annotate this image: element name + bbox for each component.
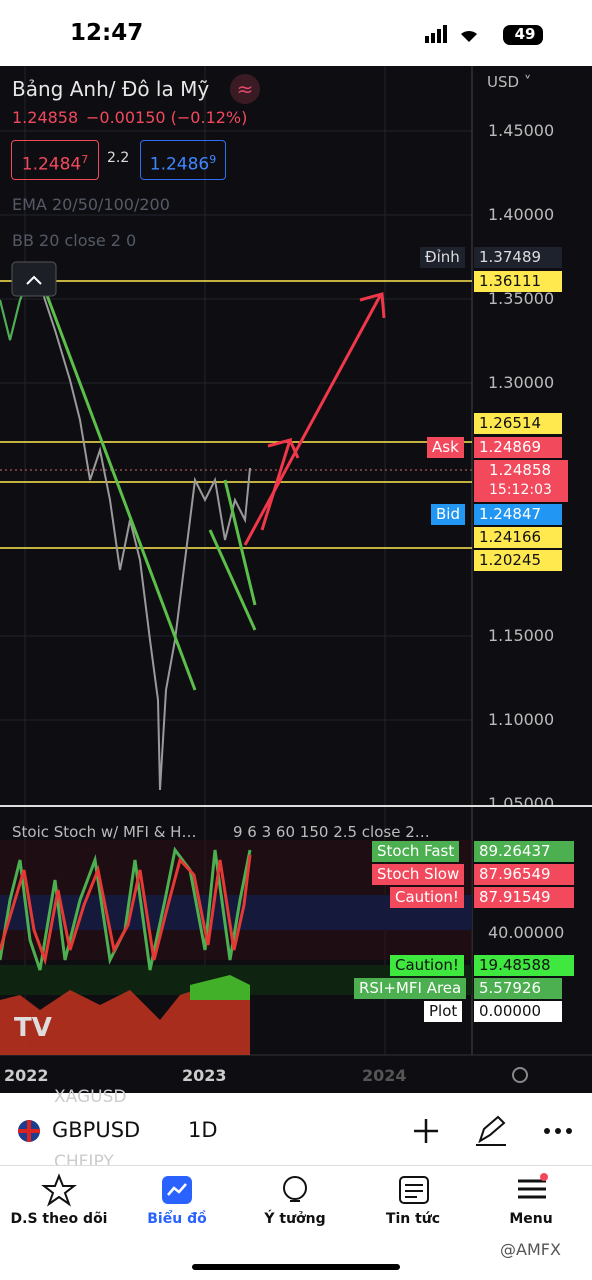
oscillator-title: Stoic Stoch w/ MFI & H…	[12, 823, 197, 841]
price-tick: 1.05000	[488, 794, 555, 805]
buy-price: 1.2486	[149, 154, 210, 175]
more-button[interactable]	[544, 1128, 572, 1134]
divider	[0, 1165, 592, 1166]
tab-watchlist[interactable]: D.S theo dõi	[10, 1211, 108, 1227]
sell-pip: 7	[81, 153, 89, 166]
tab-news[interactable]: Tin tức	[385, 1211, 441, 1227]
price-label: 1.24847	[474, 504, 562, 525]
toolbar-icons	[414, 1115, 572, 1146]
tab-icons	[41, 1173, 548, 1207]
series-name: Caution!	[390, 955, 464, 976]
price-tick: 1.35000	[488, 289, 555, 308]
status-icons	[425, 25, 543, 45]
label-tag: Bid	[431, 504, 465, 525]
series-name: Plot	[424, 1001, 463, 1022]
time-tick: 2024	[362, 1066, 407, 1085]
currency-dropdown[interactable]: USD ˅	[487, 73, 532, 91]
current-price: 1.24858 15:12:03	[474, 460, 568, 502]
indicator-ema[interactable]: EMA 20/50/100/200	[12, 195, 170, 214]
currency: USD	[487, 73, 520, 91]
countdown: 15:12:03	[489, 482, 552, 498]
tab-ideas[interactable]: Ý tưởng	[264, 1211, 326, 1227]
series-name: Stoch Fast	[372, 841, 460, 862]
series-value: 87.91549	[474, 887, 574, 908]
price-tick: 1.40000	[488, 205, 555, 224]
buy-pip: 9	[209, 153, 217, 166]
oscillator-params: 9 6 3 60 150 2.5 close 2…	[233, 823, 430, 841]
label-tag: Ask	[427, 437, 464, 458]
time-tick: 2022	[4, 1066, 49, 1085]
tv-logo: TV	[14, 1013, 52, 1043]
series-value: 89.26437	[474, 841, 574, 862]
series-name: Stoch Slow	[372, 864, 465, 885]
price-label: 1.24858	[489, 461, 552, 479]
buy-button[interactable]: 1.24869	[140, 140, 226, 180]
tab-chart[interactable]: Biểu đồ	[147, 1211, 207, 1227]
series-value: 19.48588	[474, 955, 574, 976]
flag-icon	[18, 1120, 40, 1142]
price-tick: 1.30000	[488, 373, 555, 392]
time-tick: 2023	[182, 1066, 227, 1085]
label-tag: Đỉnh	[420, 247, 465, 268]
price-label: 1.37489	[474, 247, 562, 268]
series-value: 5.57926	[474, 978, 562, 999]
series-name: Caution!	[390, 887, 464, 908]
price-label: 1.36111	[474, 271, 562, 292]
oscillator-tick: 40.00000	[488, 923, 565, 942]
price-tick: 1.45000	[488, 121, 555, 140]
chart-drawing	[0, 66, 592, 1083]
ghost-symbol: CHFJPY	[54, 1152, 114, 1165]
tab-menu[interactable]: Menu	[509, 1211, 553, 1227]
indicator-bb[interactable]: BB 20 close 2 0	[12, 231, 137, 250]
add-button[interactable]	[414, 1119, 438, 1143]
price-label: 1.24869	[474, 437, 562, 458]
price-tick: 1.10000	[488, 710, 555, 729]
interval-button[interactable]: 1D	[188, 1118, 218, 1142]
last-price: 1.24858	[12, 108, 79, 127]
price-change: −0.00150 (−0.12%)	[86, 108, 248, 127]
spread: 2.2	[107, 150, 130, 166]
ghost-symbol: XAGUSD	[54, 1087, 127, 1107]
sell-price: 1.2484	[21, 154, 82, 175]
battery: 49	[514, 25, 536, 43]
source-badge: ≈	[230, 74, 260, 104]
price-tick: 1.15000	[488, 626, 555, 645]
watermark: @AMFX	[500, 1240, 561, 1259]
series-value: 87.96549	[474, 864, 574, 885]
series-value: 0.00000	[474, 1001, 562, 1022]
symbol-button[interactable]: GBPUSD	[52, 1118, 141, 1142]
draw-button[interactable]	[476, 1115, 506, 1146]
sell-button[interactable]: 1.24847	[11, 140, 99, 180]
price-label: 1.26514	[474, 413, 562, 434]
price-label: 1.20245	[474, 550, 562, 571]
symbol-name: Bảng Anh/ Đô la Mỹ	[12, 77, 210, 101]
clock: 12:47	[70, 20, 144, 46]
home-indicator	[192, 1264, 400, 1270]
series-name: RSI+MFI Area	[354, 978, 467, 999]
price-label: 1.24166	[474, 527, 562, 548]
